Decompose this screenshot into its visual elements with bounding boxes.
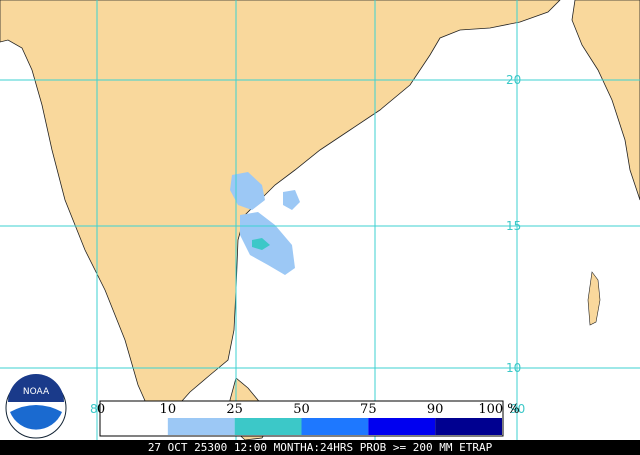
land-andaman (587, 271, 601, 326)
legend: 0 10 25 50 75 90 100 % (97, 400, 520, 437)
legend-swatch (234, 418, 302, 435)
legend-label: 25 (226, 402, 243, 417)
legend-swatch (435, 418, 502, 435)
legend-swatch (301, 418, 369, 435)
latitude-label: 15 (506, 219, 521, 233)
legend-label: 10 (160, 402, 177, 417)
svg-text:NOAA: NOAA (23, 387, 50, 397)
rain-area (283, 190, 300, 210)
latitude-label: 10 (506, 361, 521, 375)
footer-bar (0, 440, 640, 455)
legend-label: 90 (427, 402, 444, 417)
legend-label: 75 (360, 402, 377, 417)
longitude-label: 90 (510, 402, 525, 416)
legend-swatch (167, 418, 235, 435)
legend-swatch (368, 418, 436, 435)
legend-label: 50 (293, 402, 310, 417)
rain-area (252, 238, 270, 250)
latitude-label: 20 (506, 73, 521, 87)
legend-swatch (101, 418, 168, 435)
land-myanmar (571, 0, 640, 201)
legend-label: 0 (97, 402, 105, 417)
legend-label: 100 % (478, 402, 519, 417)
noaa-logo: NOAA (5, 374, 67, 439)
rain-area (230, 172, 265, 210)
grid (0, 0, 640, 440)
land-india (0, 0, 561, 421)
footer-text: 27 OCT 25300 12:00 MONTHA:24HRS PROB >= … (148, 441, 493, 454)
